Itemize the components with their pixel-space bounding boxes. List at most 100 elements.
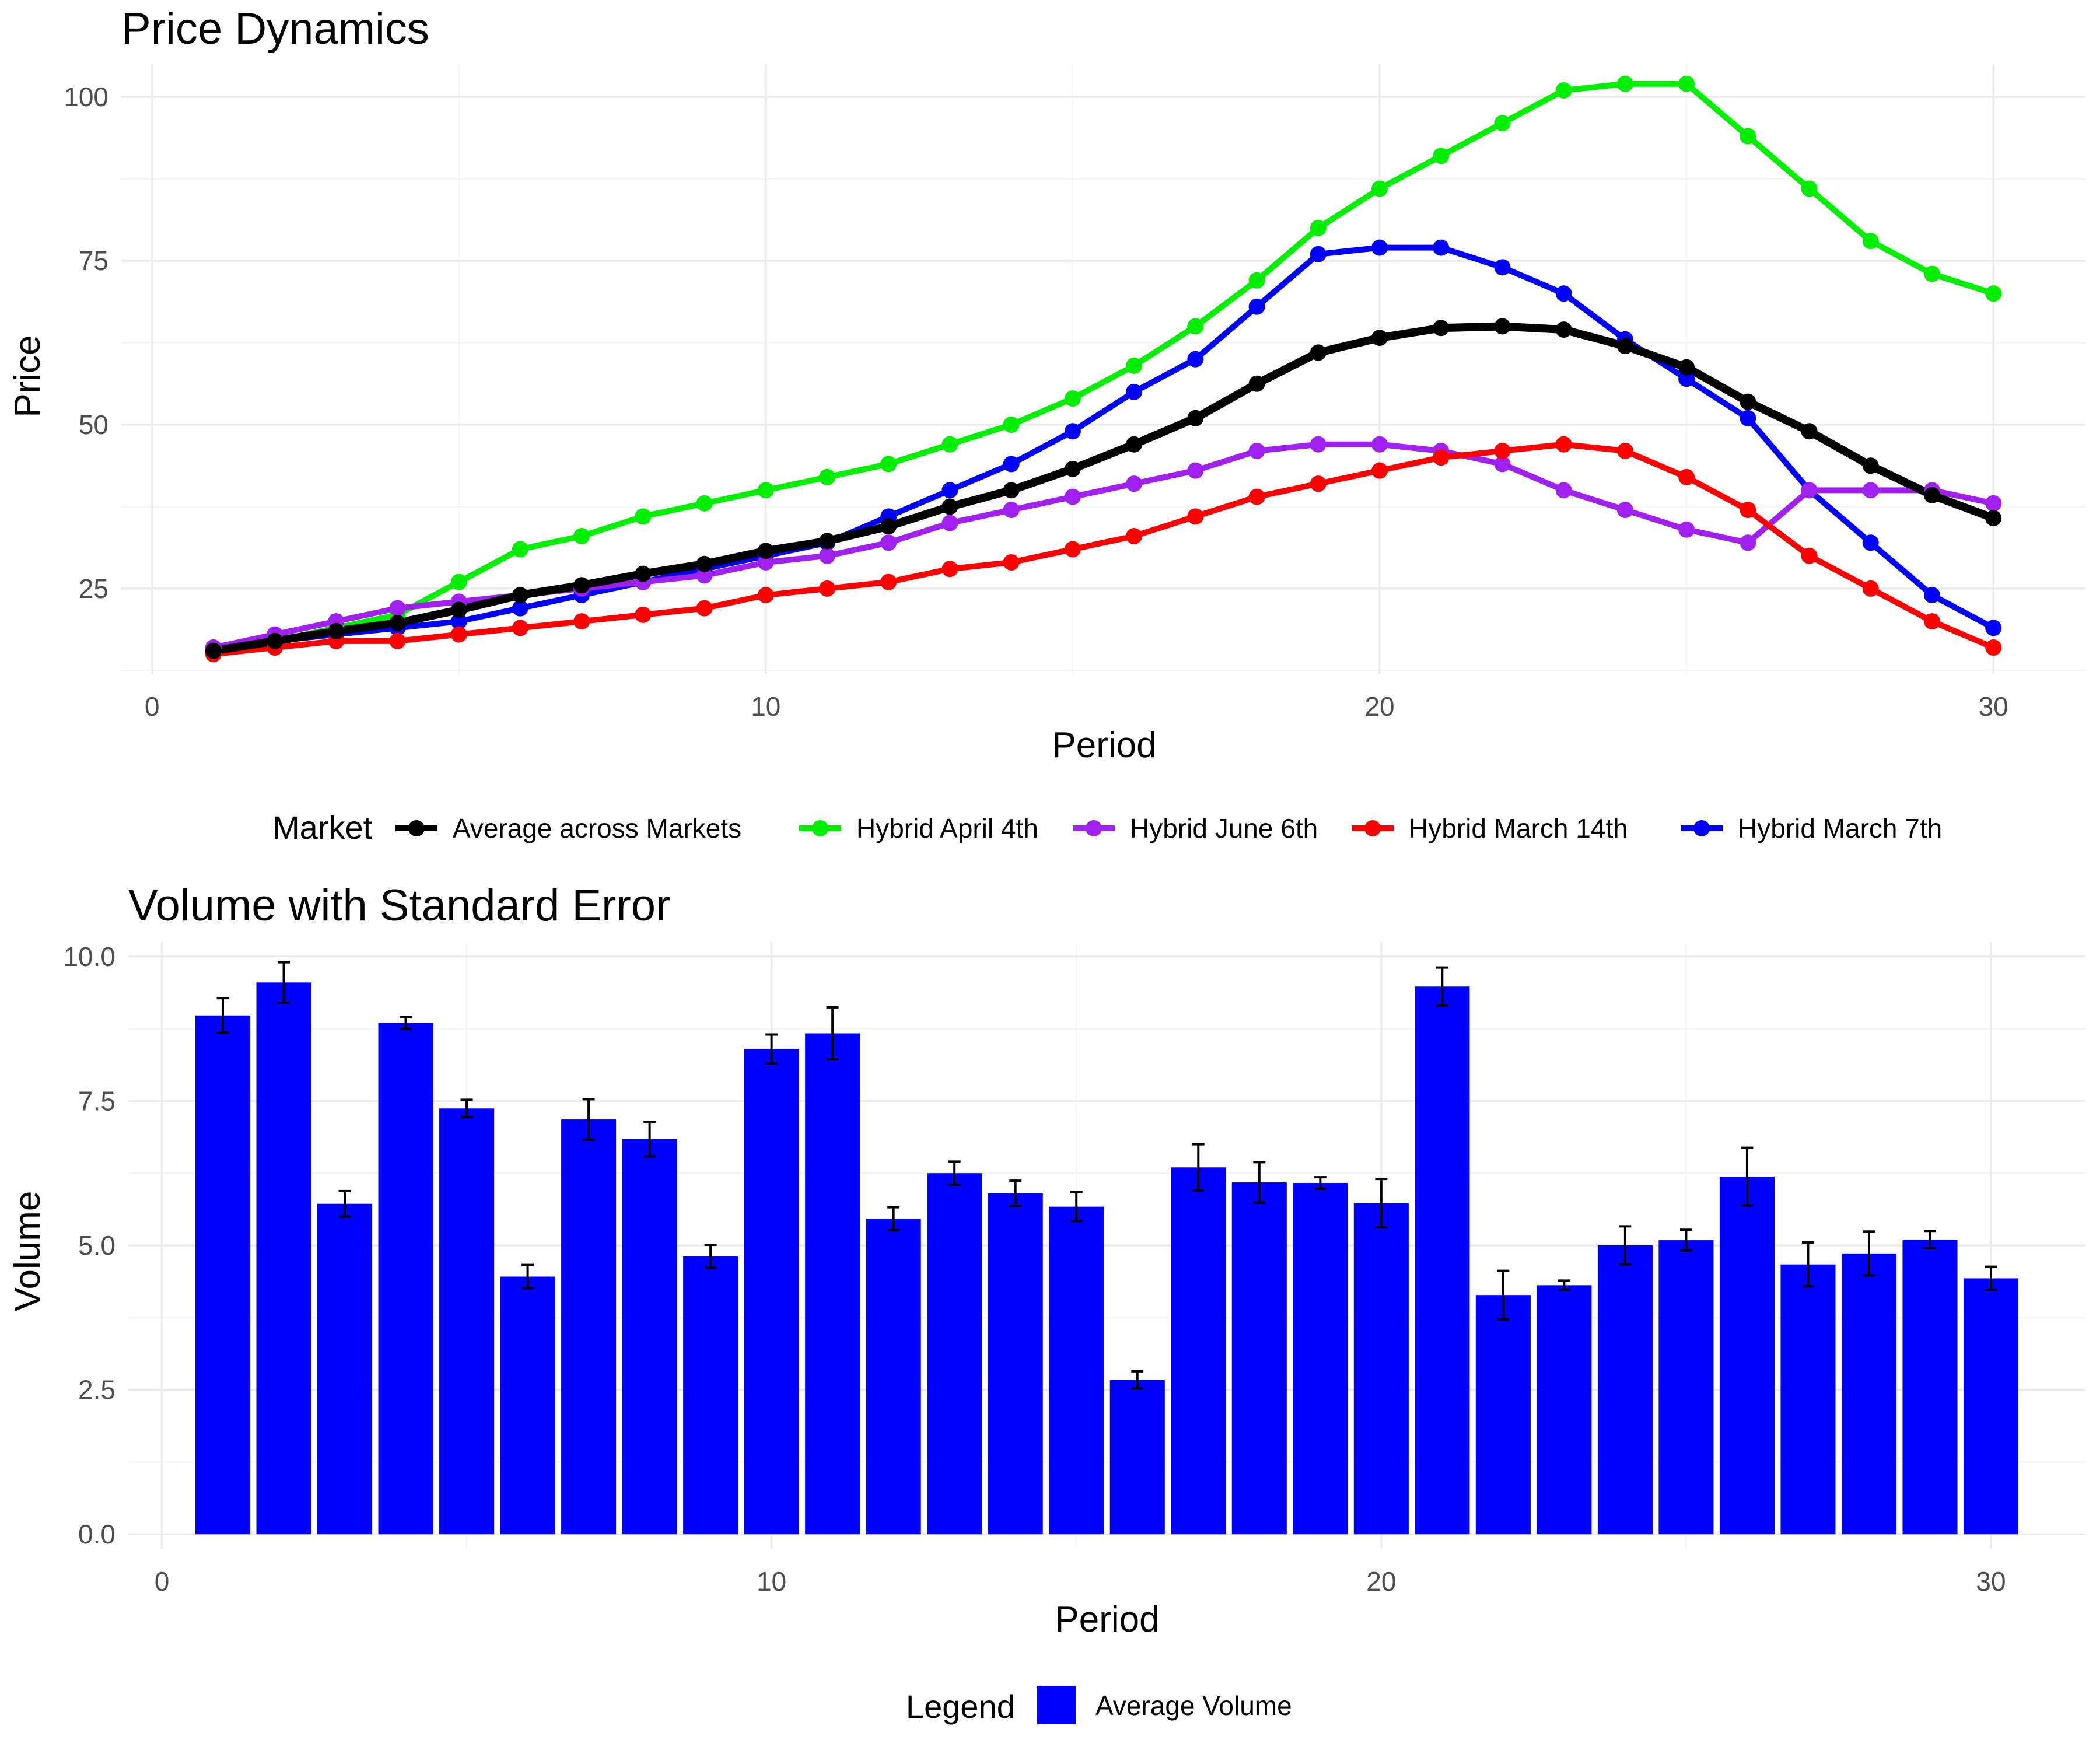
volume-tick-labels: 0 10 20 30 0.0 2.5 5.0 7.5 10.0: [63, 942, 2006, 1597]
price-data-point: [1003, 482, 1020, 499]
price-data-point: [1678, 359, 1695, 376]
price-data-point: [1801, 547, 1818, 564]
price-legend-key-point: [812, 820, 828, 836]
price-data-point: [635, 606, 652, 623]
volume-error-bar: [1497, 1269, 1510, 1321]
price-y-tick-label: 75: [79, 246, 108, 276]
price-data-point: [1985, 510, 2002, 527]
price-data-point: [1433, 239, 1450, 256]
price-data-point: [1003, 456, 1020, 473]
price-data-point: [1248, 298, 1265, 315]
price-data-point: [512, 541, 528, 558]
price-legend-entry: Hybrid June 6th: [1073, 813, 1318, 844]
volume-bar: [256, 982, 312, 1535]
volume-bar: [1231, 1182, 1287, 1535]
volume-bar: [1719, 1177, 1774, 1535]
price-data-point: [757, 554, 774, 570]
price-data-point: [1248, 442, 1265, 459]
volume-bar: [1110, 1380, 1165, 1535]
volume-x-axis-title: Period: [1055, 1600, 1159, 1640]
volume-legend-swatch: [1037, 1686, 1076, 1724]
price-data-point: [1126, 357, 1143, 374]
volume-y-tick-label: 7.5: [78, 1086, 116, 1116]
volume-error-bar: [765, 1033, 778, 1065]
price-data-point: [389, 632, 406, 649]
price-data-point: [942, 514, 958, 531]
volume-chart-title: Volume with Standard Error: [128, 881, 670, 930]
volume-error-bar: [887, 1206, 900, 1232]
volume-error-bar: [1863, 1230, 1875, 1277]
price-data-point: [573, 528, 590, 545]
price-data-point: [205, 642, 222, 659]
volume-bar: [317, 1203, 373, 1535]
price-data-point: [450, 626, 467, 643]
price-data-point: [1616, 338, 1633, 355]
price-series-lines: [209, 80, 1998, 657]
volume-bars: [195, 982, 2019, 1535]
price-series-line: [210, 80, 1997, 657]
volume-y-tick-label: 2.5: [78, 1375, 116, 1405]
price-x-tick-label: 20: [1364, 691, 1394, 722]
price-data-point: [450, 601, 467, 618]
price-data-point: [1555, 82, 1572, 99]
volume-bar: [1353, 1203, 1409, 1535]
price-data-point: [1740, 534, 1756, 551]
price-data-point: [389, 600, 406, 617]
volume-bar: [1475, 1295, 1531, 1535]
price-data-point: [1248, 375, 1265, 392]
volume-legend-label: Average Volume: [1096, 1690, 1292, 1721]
price-data-point: [1064, 488, 1081, 505]
price-data-point: [1371, 462, 1388, 479]
price-data-point: [1310, 344, 1326, 361]
price-data-point: [1740, 128, 1756, 145]
volume-bar: [988, 1193, 1043, 1535]
price-data-point: [1187, 410, 1204, 426]
price-data-point: [880, 456, 897, 473]
price-data-point: [1985, 285, 2002, 302]
price-data-point: [1862, 482, 1879, 499]
price-data-point: [1433, 320, 1450, 337]
price-data-point: [1371, 239, 1388, 256]
volume-error-bar: [948, 1160, 961, 1186]
price-data-point: [1923, 487, 1940, 503]
price-data-point: [1310, 246, 1326, 262]
volume-bar: [683, 1256, 738, 1535]
price-data-point: [1740, 393, 1756, 410]
price-data-point: [1003, 416, 1020, 433]
volume-x-tick-label: 30: [1976, 1566, 2006, 1597]
price-data-point: [696, 600, 713, 617]
price-legend-label: Hybrid June 6th: [1130, 813, 1318, 844]
price-data-point: [1801, 180, 1818, 197]
volume-x-tick-label: 20: [1366, 1566, 1396, 1597]
volume-bar: [1171, 1167, 1226, 1535]
price-data-point: [880, 534, 897, 551]
price-data-point: [1064, 460, 1081, 477]
price-legend-key-point: [1086, 820, 1102, 836]
price-data-point: [942, 436, 958, 453]
price-data-point: [1433, 449, 1450, 466]
price-data-point: [1862, 233, 1879, 250]
price-data-point: [450, 573, 467, 590]
price-data-point: [1494, 442, 1511, 459]
price-data-point: [1187, 351, 1204, 368]
volume-bar: [805, 1033, 860, 1535]
price-data-point: [1433, 148, 1450, 164]
price-data-point: [1616, 75, 1633, 92]
price-data-point: [573, 577, 590, 594]
volume-error-bar: [400, 1016, 412, 1030]
price-data-point: [1371, 436, 1388, 453]
volume-bar: [622, 1139, 677, 1535]
volume-error-bar: [1924, 1230, 1936, 1250]
price-x-tick-label: 10: [751, 691, 780, 722]
price-data-point: [696, 495, 713, 512]
price-series-points: [205, 75, 2002, 663]
price-data-point: [1862, 457, 1879, 474]
volume-bar: [1658, 1240, 1714, 1535]
price-data-point: [1555, 436, 1572, 453]
volume-bar: [1536, 1285, 1592, 1535]
price-data-point: [1248, 488, 1265, 505]
price-data-point: [1801, 423, 1818, 440]
price-data-point: [942, 498, 958, 515]
volume-y-tick-label: 10.0: [63, 942, 116, 972]
price-data-point: [1555, 285, 1572, 302]
